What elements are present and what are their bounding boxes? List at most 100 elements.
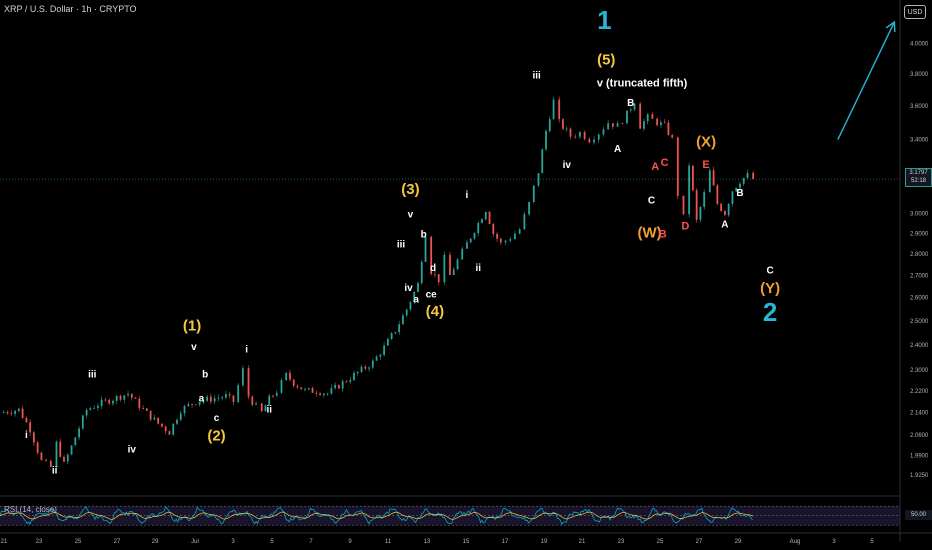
candle-body: [40, 452, 43, 461]
y-tick-label: 2.6000: [910, 296, 929, 302]
candle-body: [217, 397, 220, 399]
candle-body: [130, 393, 133, 398]
candle-body: [477, 223, 480, 234]
candle-body: [583, 132, 586, 139]
wave-label: C: [661, 157, 669, 169]
x-tick-label: 21: [1, 539, 8, 545]
candle-body: [671, 134, 674, 138]
candle-body: [688, 165, 691, 215]
candle-body: [456, 259, 459, 270]
candle-body: [330, 388, 333, 394]
wave-label: iii: [397, 240, 406, 251]
wave-label: (4): [426, 303, 444, 320]
x-tick-label: 27: [696, 539, 703, 545]
candle-body: [14, 410, 16, 414]
wave-label: i: [466, 190, 469, 201]
candle-body: [85, 409, 88, 416]
forecast-arrow-line: [837, 21, 895, 140]
candle-body: [488, 211, 491, 225]
candle-body: [537, 173, 540, 186]
candle-body: [55, 441, 58, 467]
time-axis: 21 23 25 27 29 Jul 3 5 7 9 11 13 15 17 19 21 23 25 27 29 Aug…: [0, 532, 932, 545]
candle-body: [712, 170, 715, 186]
candle-body: [727, 204, 730, 216]
candle-body: [676, 137, 679, 196]
candle-body: [70, 445, 73, 455]
wave-label: v (truncated fifth): [597, 78, 688, 90]
candle-body: [739, 183, 741, 188]
candle-body: [461, 248, 464, 260]
y-tick-label: 2.8000: [910, 252, 929, 258]
candle-body: [699, 207, 702, 220]
wave-label: iv: [563, 160, 572, 171]
candle-body: [49, 460, 52, 467]
candle-body: [379, 354, 382, 357]
candle-body: [149, 410, 152, 420]
x-tick-label: 3: [832, 539, 836, 545]
candle-body: [172, 423, 175, 435]
candle-body: [255, 403, 257, 405]
x-tick-label: 21: [579, 539, 586, 545]
y-tick-label: 2.5000: [910, 319, 929, 325]
candle-body: [296, 385, 299, 388]
y-tick-label: 2.1400: [910, 410, 929, 416]
candle-body: [484, 211, 487, 220]
candle-body: [383, 345, 386, 355]
candle-body: [225, 394, 227, 398]
y-tick-label: 1.9900: [910, 453, 929, 459]
candle-body: [579, 132, 581, 137]
y-tick-label: 3.0000: [910, 211, 929, 217]
candle-body: [304, 389, 306, 390]
candle-body: [548, 119, 551, 131]
candle-body: [746, 172, 749, 178]
candle-body: [469, 238, 472, 243]
x-tick-label: Aug: [790, 539, 801, 545]
candle-body: [626, 110, 628, 124]
candle-body: [611, 123, 614, 127]
candle-body: [518, 229, 521, 234]
candle-body: [157, 417, 160, 424]
wave-label: 1: [597, 5, 611, 35]
candle-body: [452, 269, 455, 275]
candle-body: [145, 408, 148, 411]
candle-body: [499, 238, 502, 243]
currency-button[interactable]: USD: [904, 5, 926, 19]
wave-label: A: [651, 161, 659, 173]
candle-body: [17, 408, 20, 411]
wave-label: iii: [88, 370, 97, 381]
candle-body: [514, 233, 516, 240]
wave-label: B: [659, 228, 667, 240]
candle-body: [420, 261, 423, 284]
y-tick-label: 4.0000: [910, 42, 929, 48]
candle-body: [703, 192, 706, 208]
x-tick-label: 29: [152, 539, 159, 545]
candle-body: [6, 412, 9, 414]
candle-body: [616, 123, 619, 127]
wave-label: d: [430, 263, 436, 274]
candle-body: [138, 398, 141, 409]
candle-body: [735, 187, 738, 192]
wave-label: iii: [532, 71, 541, 82]
candle-body: [108, 399, 111, 404]
candle-body: [183, 406, 186, 414]
candle-body: [32, 432, 35, 443]
candle-body: [349, 380, 352, 382]
symbol-title: XRP / U.S. Dollar · 1h · CRYPTO: [4, 4, 137, 14]
wave-label: ce: [426, 290, 438, 301]
candle-body: [153, 417, 156, 420]
candle-body: [275, 392, 278, 396]
candle-body: [104, 399, 107, 401]
candle-body: [562, 119, 564, 129]
candle-body: [63, 456, 65, 462]
candle-body: [161, 423, 163, 427]
candle-body: [360, 366, 363, 372]
candle-body: [752, 172, 755, 179]
wave-label: A: [721, 219, 728, 230]
candle-body: [74, 437, 77, 446]
x-tick-label: 7: [309, 539, 313, 545]
candle-body: [78, 428, 80, 438]
y-tick-label: 2.4000: [910, 343, 929, 349]
